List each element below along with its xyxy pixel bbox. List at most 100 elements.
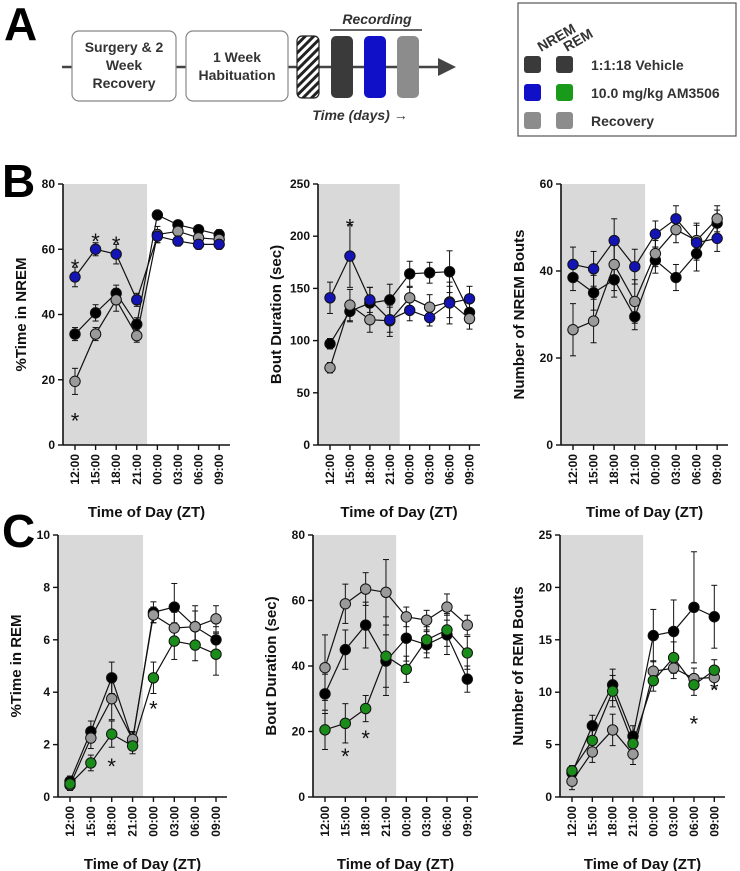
y-tick-label: 50 [297,386,311,400]
y-axis-title: Number of NREM Bouts [511,230,528,400]
y-tick-label: 0 [43,790,50,804]
x-tick-label: 03:00 [167,806,181,837]
x-tick-label: 06:00 [687,806,701,837]
data-point [708,611,720,623]
y-tick-label: 0 [303,438,310,452]
chart-rem-bout-count: 0 5 10 15 20 25 12:00 15:00 18:00 21:00 00:00 03:00… [510,528,725,871]
y-tick-label: 60 [42,242,56,256]
data-point [172,225,184,238]
drug-recording-block [364,36,386,98]
y-tick-label: 40 [540,264,554,278]
y-tick-label: 0 [48,438,55,452]
timeline-arrowhead [438,58,456,76]
x-axis-title: Time of Day (ZT) [584,856,701,871]
x-tick-label: 12:00 [68,454,82,485]
y-tick-label: 40 [42,308,56,322]
data-point [192,238,205,251]
data-point [89,328,102,340]
y-tick-label: 25 [539,528,553,542]
y-tick-label: 40 [292,659,306,673]
data-point [210,634,222,646]
data-point [567,258,579,271]
data-point [400,611,413,623]
y-tick-label: 2 [43,738,50,752]
data-point [443,297,456,309]
data-point [461,647,473,659]
data-point [404,268,416,280]
data-point [587,315,600,327]
data-point [670,213,682,225]
y-axis-title: %Time in NREM [13,258,30,372]
significance-star: * [341,744,350,769]
data-point [189,639,201,651]
data-point [400,632,413,644]
y-tick-label: 15 [539,633,553,647]
dark-phase-shading [63,184,148,445]
surgery-line-1: Surgery & 2 [85,39,164,55]
legend-swatch-recovery-rem [556,112,573,129]
data-point [670,223,682,236]
y-tick-label: 80 [42,177,56,191]
data-point [566,775,578,787]
legend-swatch-recovery-nrem [524,112,541,129]
chart-rem-percent-time: 0 2 4 6 8 10 12:00 15:00 18:00 21:00 00:00 03:00 06:… [8,528,227,871]
data-point [567,271,579,284]
data-point [404,304,416,317]
panel-a: A Surgery & 2 Week Recovery 1 Week Habit… [4,0,456,123]
data-point [690,237,703,249]
significance-star: * [710,678,719,703]
x-tick-label: 09:00 [460,806,474,837]
data-point [586,720,599,732]
data-point [151,209,164,221]
data-point [172,235,184,247]
data-point [606,685,619,697]
x-tick-label: 15:00 [587,454,601,485]
y-tick-label: 250 [290,177,310,191]
y-axis-title: %Time in REM [8,614,25,717]
surgery-line-3: Recovery [92,75,155,91]
data-point [319,661,331,674]
recovery-recording-block [397,36,419,98]
data-point [64,778,76,790]
significance-star: * [71,255,80,280]
data-point [131,330,143,342]
data-point [627,748,639,760]
y-tick-label: 60 [540,177,554,191]
data-point [85,732,97,744]
data-point [339,643,352,656]
data-point [608,234,620,247]
x-tick-label: 06:00 [443,454,457,485]
chart-nrem-bout-count: 0 20 40 60 12:00 15:00 18:00 21:00 00:00 03:00 06:… [511,177,728,521]
x-tick-label: 18:00 [109,454,123,485]
data-point [384,294,396,306]
x-tick-label: 09:00 [209,806,223,837]
data-point [423,267,436,279]
data-point [110,294,122,306]
habituation-line-2: Habituation [199,67,276,83]
x-axis-title: Time of Day (ZT) [337,856,454,871]
data-point [670,271,682,284]
data-point [106,693,118,705]
legend-swatch-vehicle-rem [556,56,573,73]
data-point [463,312,476,325]
x-tick-label: 03:00 [171,454,185,485]
data-point [608,274,620,286]
y-tick-label: 100 [290,334,310,348]
x-tick-label: 06:00 [440,806,454,837]
x-tick-label: 15:00 [338,806,352,837]
significance-star: * [91,229,100,254]
data-point [106,728,118,740]
significance-star: * [107,754,116,779]
injection-hatched-block [296,35,320,99]
data-point [147,609,160,621]
data-point [404,292,416,304]
data-point [586,746,599,758]
x-tick-label: 00:00 [648,454,662,485]
data-point [400,663,413,675]
y-tick-label: 10 [37,528,51,542]
x-tick-label: 09:00 [710,454,724,485]
legend-swatch-drug-rem [556,84,573,101]
data-point [380,586,392,599]
data-point [711,213,723,225]
